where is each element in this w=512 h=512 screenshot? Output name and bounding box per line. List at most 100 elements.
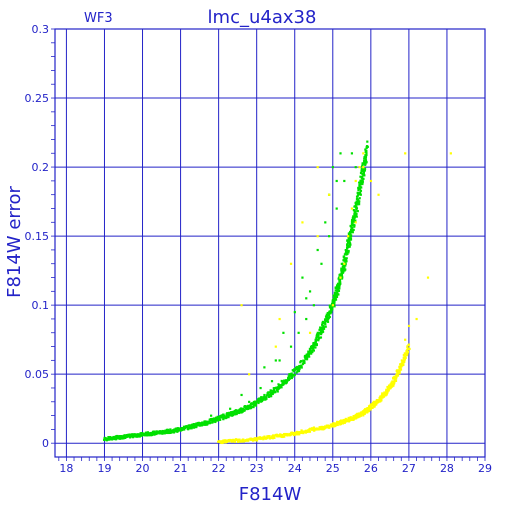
tick-labels: 18 19 20 21 22 23 24 25 26 27 28 29 0 0.05 0.1 0.15 0.2 0… (25, 23, 493, 475)
data-point (237, 438, 241, 441)
data-point (328, 425, 331, 428)
data-point (415, 317, 418, 321)
data-point (291, 432, 294, 435)
data-point (354, 221, 357, 224)
data-point (263, 366, 266, 369)
data-point (341, 265, 344, 268)
data-point (125, 433, 129, 437)
data-point (316, 166, 319, 169)
data-point (358, 191, 362, 194)
data-point (337, 289, 341, 293)
data-point (347, 251, 350, 254)
data-point (272, 435, 275, 439)
data-point (365, 152, 368, 155)
data-point (344, 261, 347, 264)
data-point (282, 383, 285, 386)
data-point (169, 431, 172, 434)
data-point (311, 349, 314, 352)
data-point (385, 388, 388, 391)
data-point (321, 322, 324, 325)
data-point (232, 438, 235, 441)
data-point (312, 346, 315, 349)
data-point (375, 403, 378, 406)
data-point (309, 349, 312, 352)
data-point (229, 414, 232, 417)
data-point (254, 437, 257, 440)
data-point (298, 433, 301, 436)
data-point (331, 301, 334, 304)
data-point (315, 336, 318, 339)
data-point (248, 438, 251, 441)
data-point (348, 238, 351, 241)
data-point (235, 412, 238, 416)
data-point (308, 355, 311, 358)
data-point (241, 440, 245, 443)
data-point (389, 387, 392, 390)
data-point (177, 427, 180, 430)
data-point (426, 276, 430, 279)
data-point (306, 355, 309, 358)
x-tick-label: 24 (288, 462, 302, 475)
data-point (222, 439, 225, 442)
data-point (324, 425, 327, 428)
data-point (398, 372, 401, 375)
data-point (295, 433, 298, 436)
data-point (221, 415, 224, 418)
data-point (278, 386, 281, 390)
data-point (222, 415, 226, 418)
data-point (386, 389, 389, 393)
data-point (336, 282, 340, 286)
data-point (338, 277, 341, 280)
data-point (146, 431, 150, 434)
data-point (319, 330, 322, 334)
data-point (308, 331, 312, 334)
data-point (364, 148, 367, 151)
data-point (296, 365, 299, 369)
data-point (197, 422, 200, 425)
data-point (287, 433, 290, 436)
data-point (357, 186, 360, 190)
data-point (305, 317, 308, 321)
data-point (262, 436, 265, 439)
y-tick-label: 0.3 (32, 23, 50, 36)
data-point (361, 182, 364, 186)
data-point (315, 343, 318, 347)
data-point (294, 367, 298, 370)
data-point (231, 411, 235, 414)
data-point (270, 436, 273, 439)
data-point (312, 426, 316, 429)
data-point (341, 270, 345, 274)
data-point (156, 431, 159, 435)
data-point (281, 433, 284, 437)
data-point (117, 435, 120, 438)
data-point (392, 384, 395, 387)
data-point (314, 346, 317, 349)
data-point (345, 246, 349, 249)
data-point (278, 384, 281, 387)
data-point (364, 155, 368, 159)
data-point (346, 249, 349, 252)
data-point (333, 302, 336, 305)
data-point (366, 407, 370, 410)
data-point (245, 405, 248, 408)
data-point (187, 424, 190, 427)
data-point (131, 436, 135, 439)
data-point (282, 331, 285, 334)
data-point (365, 150, 368, 153)
data-point (332, 294, 335, 297)
data-point (308, 430, 312, 433)
data-point (325, 313, 328, 316)
data-point (345, 252, 348, 255)
data-point (333, 295, 336, 299)
data-point (321, 320, 325, 324)
data-point (345, 418, 348, 421)
data-point (248, 400, 251, 403)
data-point (408, 347, 411, 351)
data-point (344, 262, 347, 266)
data-point (257, 401, 260, 405)
data-point (314, 338, 317, 341)
data-point (272, 387, 275, 390)
data-point (325, 424, 329, 427)
data-point (343, 418, 346, 422)
data-point (362, 166, 365, 169)
